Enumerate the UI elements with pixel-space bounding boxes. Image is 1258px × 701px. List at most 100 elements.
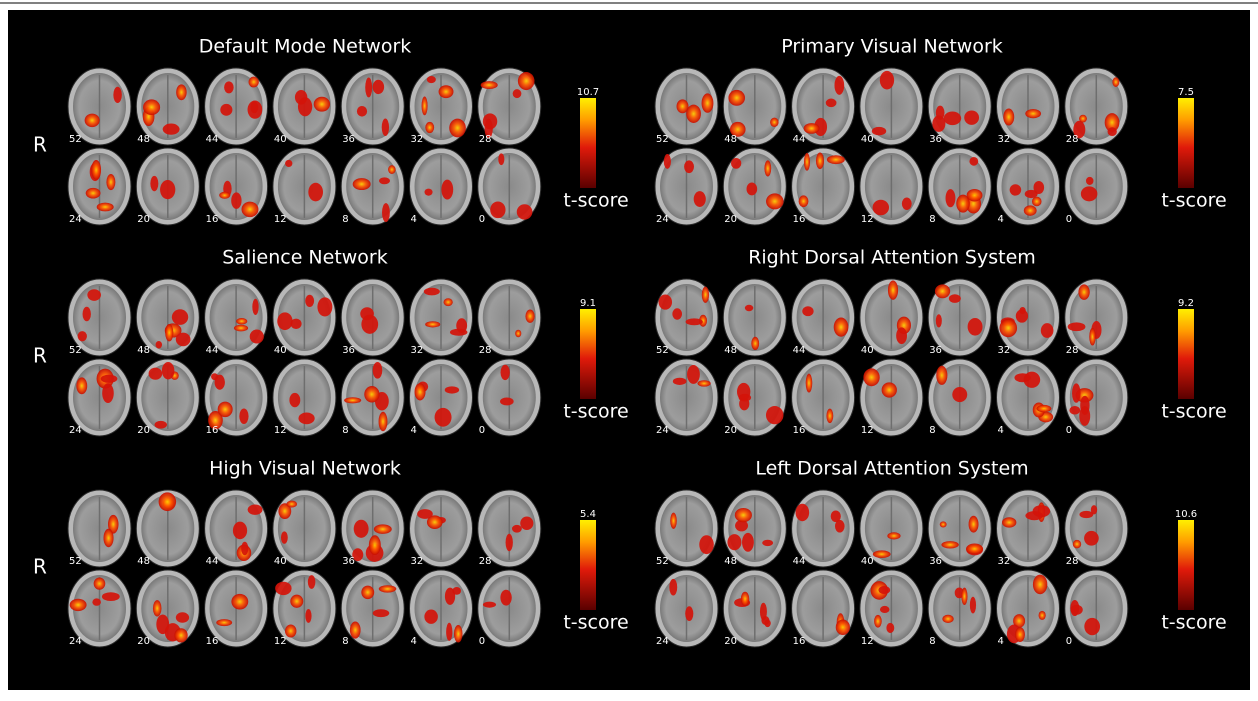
- panel-title: Salience Network: [222, 247, 388, 269]
- slice-level: 32: [411, 556, 424, 567]
- slice-level: 24: [69, 214, 82, 225]
- activation: [1013, 614, 1026, 628]
- slice-level: 52: [69, 556, 82, 567]
- slice-level: 24: [656, 214, 669, 225]
- activation: [1079, 510, 1094, 519]
- activation: [162, 123, 180, 135]
- activation: [76, 377, 88, 395]
- slice-level: 36: [342, 345, 355, 356]
- activation: [232, 521, 248, 540]
- activation: [1079, 114, 1087, 123]
- activation: [438, 85, 454, 99]
- activation: [93, 577, 106, 590]
- activation: [365, 77, 373, 98]
- slice-level: 28: [479, 134, 492, 145]
- slice-level: 12: [861, 425, 874, 436]
- activation: [685, 606, 694, 622]
- activation: [770, 117, 779, 127]
- activation: [248, 76, 259, 88]
- activation: [735, 519, 748, 532]
- activation: [1073, 120, 1086, 139]
- slice-level: 4: [411, 214, 417, 225]
- activation: [424, 188, 433, 196]
- slice-level: 44: [793, 556, 806, 567]
- activation: [290, 318, 302, 330]
- slice-level: 20: [137, 636, 150, 647]
- activation: [500, 364, 510, 381]
- activation: [764, 619, 771, 628]
- colorbar: [580, 309, 596, 399]
- activation: [277, 312, 293, 331]
- activation: [424, 609, 438, 624]
- activation: [444, 386, 460, 394]
- colorbar: [580, 98, 596, 188]
- activation: [815, 152, 825, 170]
- activation: [999, 318, 1018, 338]
- activation: [220, 103, 233, 116]
- slice-level: 4: [998, 214, 1004, 225]
- activation: [742, 532, 754, 552]
- activation: [701, 93, 714, 113]
- slice-level: 0: [479, 636, 485, 647]
- activation: [1031, 196, 1042, 207]
- slice-level: 52: [656, 345, 669, 356]
- activation: [1069, 406, 1081, 415]
- slice-level: 4: [411, 636, 417, 647]
- side-label: R: [33, 344, 47, 368]
- slice-level: 48: [137, 556, 150, 567]
- slice-level: 16: [206, 425, 219, 436]
- activation: [275, 581, 292, 596]
- slice-level: 4: [998, 425, 1004, 436]
- activation: [1085, 176, 1094, 185]
- activation: [968, 515, 979, 533]
- activation: [77, 331, 87, 342]
- slice-level: 40: [861, 345, 874, 356]
- activation: [1072, 383, 1081, 403]
- activation: [286, 500, 298, 508]
- activation: [1032, 574, 1048, 595]
- activation: [353, 519, 369, 538]
- slice-level: 12: [861, 214, 874, 225]
- activation: [108, 514, 119, 534]
- activation: [834, 75, 845, 95]
- activation: [231, 593, 249, 610]
- activation: [84, 113, 100, 128]
- slice-level: 44: [793, 345, 806, 356]
- activation: [684, 160, 694, 174]
- activation: [699, 535, 714, 555]
- activation: [152, 600, 162, 617]
- activation: [231, 192, 242, 209]
- activation: [670, 512, 677, 529]
- activation: [1084, 617, 1101, 636]
- activation: [278, 503, 292, 520]
- activation: [1023, 205, 1037, 216]
- activation: [214, 374, 225, 390]
- activation: [872, 550, 891, 558]
- activation: [672, 308, 683, 320]
- activation: [171, 309, 189, 325]
- activation: [729, 121, 746, 137]
- activation: [863, 368, 880, 387]
- activation: [155, 340, 163, 349]
- activation: [352, 178, 371, 191]
- activation: [285, 624, 297, 638]
- activation: [449, 118, 466, 138]
- slice-level: 48: [137, 345, 150, 356]
- activation: [382, 203, 390, 223]
- slice-level: 40: [861, 556, 874, 567]
- activation: [967, 317, 983, 336]
- activation: [803, 153, 811, 171]
- activation: [805, 373, 813, 393]
- activation: [672, 377, 687, 385]
- slice-level: 8: [342, 425, 348, 436]
- slice-level: 48: [724, 345, 737, 356]
- colorbar-max: 9.1: [580, 298, 596, 309]
- slice-level: 0: [479, 425, 485, 436]
- activation: [308, 182, 324, 202]
- activation: [280, 531, 288, 544]
- activation: [101, 592, 120, 602]
- activation: [176, 84, 187, 101]
- activation: [881, 382, 897, 398]
